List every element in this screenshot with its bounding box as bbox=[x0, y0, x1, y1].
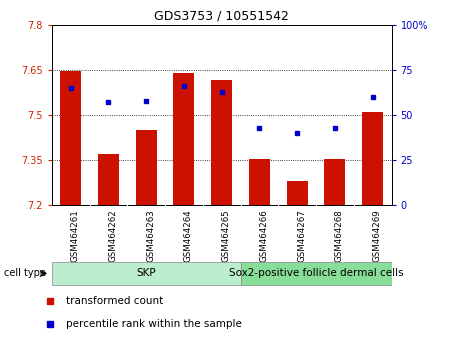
Bar bbox=[362, 112, 383, 205]
Text: GSM464264: GSM464264 bbox=[184, 210, 193, 262]
Bar bbox=[98, 154, 119, 205]
Bar bbox=[174, 73, 194, 205]
Text: percentile rank within the sample: percentile rank within the sample bbox=[66, 319, 242, 330]
FancyBboxPatch shape bbox=[240, 262, 392, 285]
Text: GSM464263: GSM464263 bbox=[146, 210, 155, 262]
Bar bbox=[60, 72, 81, 205]
Text: GSM464267: GSM464267 bbox=[297, 210, 306, 262]
Text: GSM464268: GSM464268 bbox=[335, 210, 344, 262]
Title: GDS3753 / 10551542: GDS3753 / 10551542 bbox=[154, 9, 289, 22]
Text: GSM464265: GSM464265 bbox=[221, 210, 230, 262]
Bar bbox=[324, 159, 345, 205]
Text: transformed count: transformed count bbox=[66, 296, 163, 307]
Bar bbox=[287, 181, 307, 205]
Text: cell type: cell type bbox=[4, 268, 46, 278]
Text: SKP: SKP bbox=[136, 268, 156, 278]
Text: GSM464262: GSM464262 bbox=[108, 210, 117, 262]
Bar bbox=[211, 80, 232, 205]
Text: GSM464266: GSM464266 bbox=[259, 210, 268, 262]
FancyBboxPatch shape bbox=[52, 262, 240, 285]
Bar bbox=[249, 159, 270, 205]
Text: Sox2-positive follicle dermal cells: Sox2-positive follicle dermal cells bbox=[229, 268, 403, 278]
Text: GSM464269: GSM464269 bbox=[373, 210, 382, 262]
Text: GSM464261: GSM464261 bbox=[71, 210, 80, 262]
Bar bbox=[136, 130, 157, 205]
